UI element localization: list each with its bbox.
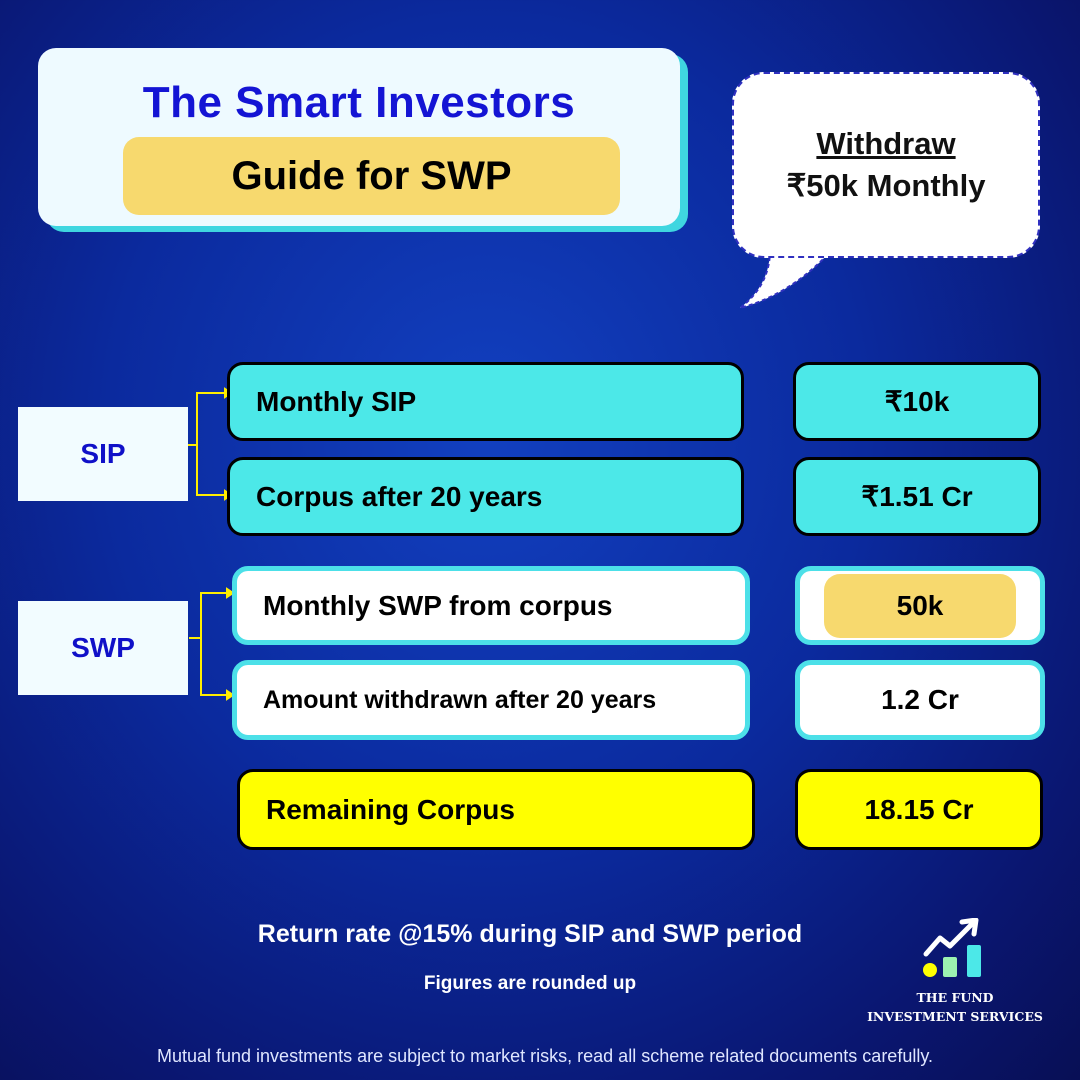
corpus-row: Corpus after 20 years [227,457,744,536]
swp-label-box: SWP [18,601,188,695]
amount-withdrawn-row: Amount withdrawn after 20 years [232,660,750,740]
monthly-swp-value: 50k [824,573,1016,638]
rounding-note: Figures are rounded up [423,973,637,994]
remaining-corpus-row: Remaining Corpus [237,769,755,850]
remaining-corpus-value: 18.15 Cr [795,769,1043,850]
disclaimer: Mutual fund investments are subject to m… [156,1046,933,1066]
monthly-swp-row: Monthly SWP from corpus [232,566,750,645]
bubble-heading: Withdraw [816,126,956,162]
corpus-value: ₹1.51 Cr [793,457,1041,536]
monthly-sip-row: Monthly SIP [227,362,744,441]
title-card: The Smart Investors Guide for SWP [38,48,680,226]
sip-label-box: SIP [18,407,188,501]
speech-bubble: Withdraw ₹50k Monthly [732,72,1040,258]
brand-name-line1: THE FUND [916,990,994,1005]
page-title: The Smart Investors [142,78,576,127]
return-rate-text: Return rate @15% during SIP and SWP peri… [257,920,803,948]
monthly-sip-value: ₹10k [793,362,1041,441]
bubble-amount: ₹50k Monthly [786,168,986,203]
amount-withdrawn-value: 1.2 Cr [795,660,1045,740]
page-subtitle: Guide for SWP [123,137,620,215]
monthly-swp-value-box: 50k [795,566,1045,645]
logo-chart-icon [923,918,981,977]
connector-arrows [188,387,235,701]
brand-logo: THE FUND INVESTMENT SERVICES [860,988,1050,1026]
brand-name-line2: INVESTMENT SERVICES [867,1009,1043,1024]
